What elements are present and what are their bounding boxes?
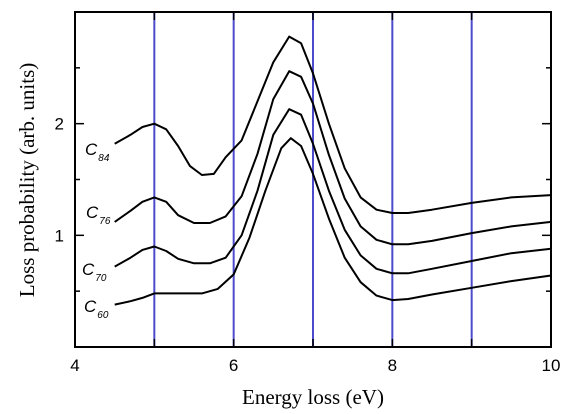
series-labels: C84 C76 C70 C60: [82, 140, 111, 321]
x-tick-label: 4: [70, 356, 79, 375]
series-line-c84: [114, 35, 552, 214]
series-label-c70: C70: [82, 260, 107, 284]
y-tick-label: 2: [55, 115, 64, 134]
y-axis-title: Loss probability (arb. units): [15, 63, 39, 297]
series-line-c70: [114, 108, 552, 275]
y-tick-label: 1: [55, 226, 64, 245]
series-line-c60: [114, 137, 552, 306]
series-label-c84: C84: [85, 140, 110, 164]
x-tick-label: 10: [542, 356, 561, 375]
series-label-c60: C60: [84, 297, 109, 321]
series-line-c76: [114, 70, 552, 246]
series-label-c76: C76: [86, 203, 111, 227]
x-axis-title: Energy loss (eV): [242, 385, 384, 409]
series-lines: [114, 35, 552, 306]
x-tick-label: 8: [388, 356, 397, 375]
x-tick-label: 6: [229, 356, 238, 375]
